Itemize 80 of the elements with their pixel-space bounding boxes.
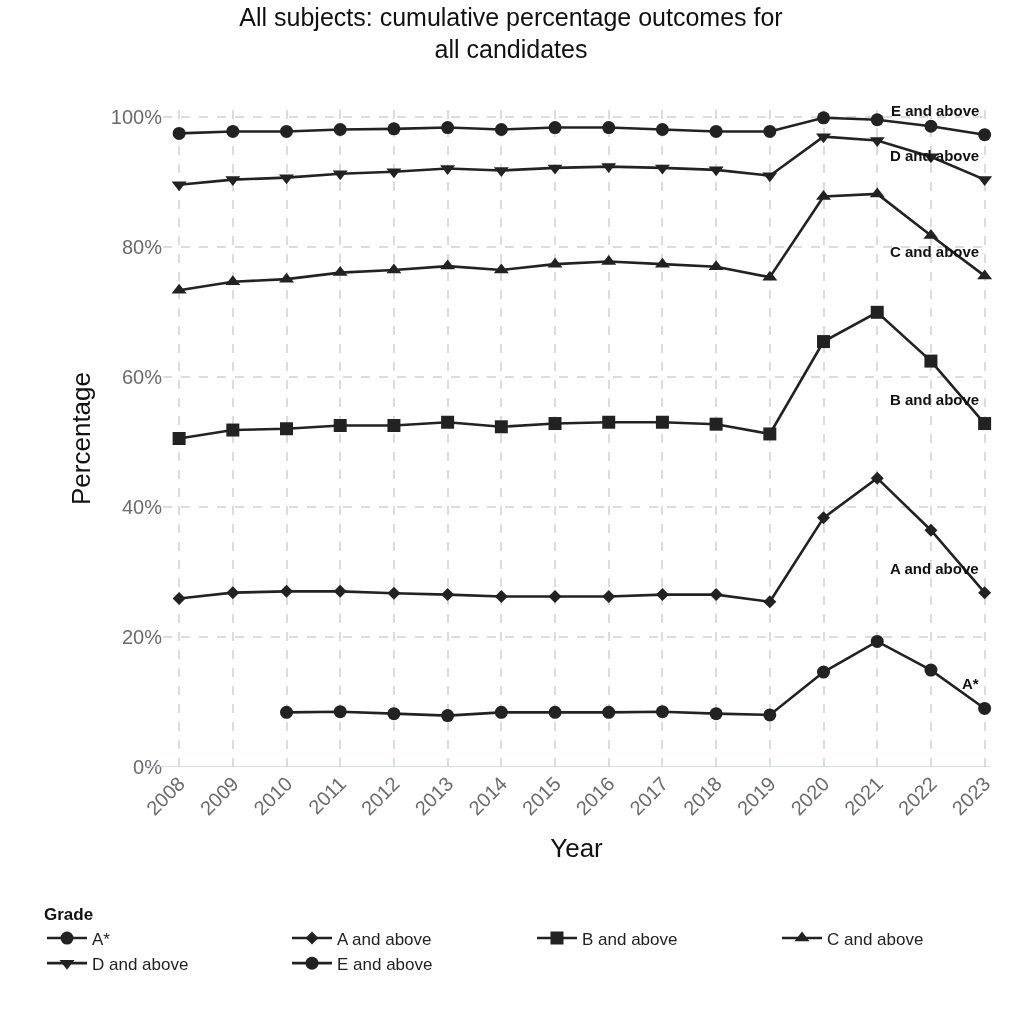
point <box>763 595 777 609</box>
point <box>870 471 884 485</box>
y-tick-label: 80% <box>121 235 163 258</box>
point <box>655 123 669 136</box>
y-tick-label: 40% <box>121 495 163 518</box>
point <box>709 588 723 602</box>
y-tick-label: 100% <box>110 105 163 128</box>
point <box>978 128 992 142</box>
point <box>978 701 992 715</box>
point <box>978 417 992 431</box>
point <box>602 415 616 429</box>
point <box>924 663 938 677</box>
point <box>548 417 562 431</box>
point <box>387 707 401 721</box>
point <box>226 124 240 138</box>
point <box>924 119 938 133</box>
point <box>280 584 294 598</box>
point <box>709 124 723 138</box>
point <box>226 586 240 600</box>
point <box>280 422 294 436</box>
legend-label: C and above <box>827 929 924 949</box>
point <box>709 707 723 721</box>
point <box>817 111 831 125</box>
point <box>602 590 616 604</box>
point <box>763 124 777 138</box>
y-axis-title: Percentage <box>66 372 97 505</box>
point <box>280 705 294 719</box>
point <box>441 709 455 723</box>
point <box>387 418 401 432</box>
point <box>978 586 992 600</box>
point <box>441 588 455 602</box>
point <box>870 305 884 319</box>
point <box>763 708 777 722</box>
point <box>226 423 240 437</box>
point <box>333 705 347 719</box>
point <box>924 523 938 537</box>
point <box>655 705 669 719</box>
point <box>172 126 186 140</box>
legend-label: B and above <box>582 929 678 949</box>
point <box>333 123 347 136</box>
point <box>602 121 616 135</box>
point <box>655 415 669 429</box>
point <box>817 335 831 349</box>
point <box>817 511 831 525</box>
point <box>494 705 508 719</box>
point <box>333 418 347 432</box>
point <box>494 420 508 434</box>
legend-title: Grade <box>44 905 94 925</box>
point <box>387 122 401 136</box>
point <box>172 432 186 445</box>
point <box>709 417 723 431</box>
annotation: A* <box>962 675 979 692</box>
point <box>655 588 669 602</box>
point <box>763 427 777 441</box>
point <box>602 705 616 719</box>
point <box>817 665 831 679</box>
legend-label: D and above <box>92 954 189 974</box>
point <box>548 590 562 604</box>
legend-label: A* <box>92 929 111 949</box>
point <box>924 354 938 368</box>
chart-title: All subjects: cumulative percentage outcomes for all candidates <box>239 2 783 64</box>
legend-label: E and above <box>337 954 433 974</box>
y-tick-label: 0% <box>133 756 163 778</box>
x-axis-title: Year <box>550 833 604 864</box>
annotation: E and above <box>891 102 980 119</box>
point <box>870 113 884 127</box>
point <box>441 121 455 135</box>
y-tick-label: 20% <box>121 625 163 648</box>
point <box>333 584 347 598</box>
point <box>870 634 884 648</box>
y-tick-label: 60% <box>121 365 163 388</box>
point <box>494 590 508 604</box>
point <box>441 415 455 429</box>
point <box>548 121 562 135</box>
point <box>387 586 401 600</box>
legend-label: A and above <box>337 929 432 949</box>
point <box>494 123 508 136</box>
point <box>548 705 562 719</box>
point <box>172 592 186 606</box>
point <box>280 124 294 138</box>
